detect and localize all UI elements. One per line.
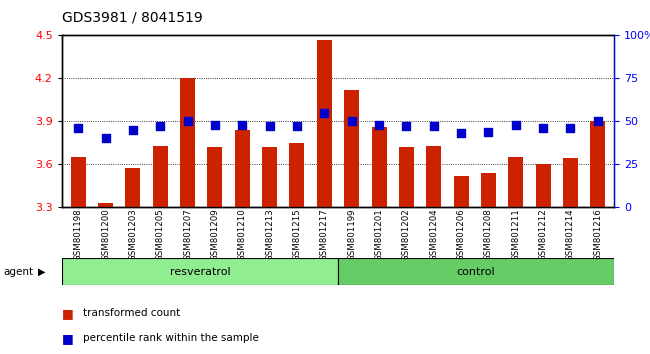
Text: GSM801217: GSM801217	[320, 208, 329, 261]
Bar	[338, 258, 614, 285]
Text: GSM801210: GSM801210	[238, 208, 247, 261]
Bar	[207, 147, 222, 207]
Text: control: control	[457, 267, 495, 277]
Text: GSM801209: GSM801209	[211, 208, 220, 261]
Text: resveratrol: resveratrol	[170, 267, 230, 277]
Text: GSM801198: GSM801198	[73, 208, 83, 261]
Bar	[289, 143, 304, 207]
Bar	[71, 157, 86, 207]
Bar	[590, 121, 605, 207]
Bar	[98, 203, 113, 207]
Text: GSM801214: GSM801214	[566, 208, 575, 261]
Point	[319, 110, 330, 115]
Text: GSM801202: GSM801202	[402, 208, 411, 261]
Point	[483, 129, 493, 135]
Text: GSM801215: GSM801215	[292, 208, 302, 261]
Text: GSM801204: GSM801204	[429, 208, 438, 261]
Point	[183, 118, 193, 124]
Text: GSM801201: GSM801201	[374, 208, 384, 261]
Point	[265, 124, 275, 129]
Text: GSM801212: GSM801212	[539, 208, 548, 261]
Text: GSM801200: GSM801200	[101, 208, 110, 261]
Point	[100, 136, 110, 141]
Bar	[125, 169, 140, 207]
Bar	[426, 145, 441, 207]
Text: percentile rank within the sample: percentile rank within the sample	[83, 333, 259, 343]
Bar	[536, 164, 551, 207]
Bar	[262, 147, 277, 207]
Text: ▶: ▶	[38, 267, 46, 277]
Bar	[153, 145, 168, 207]
Point	[155, 124, 165, 129]
Text: ■: ■	[62, 332, 73, 344]
Text: GDS3981 / 8041519: GDS3981 / 8041519	[62, 11, 203, 25]
Text: GSM801207: GSM801207	[183, 208, 192, 261]
Text: GSM801206: GSM801206	[456, 208, 465, 261]
Point	[428, 124, 439, 129]
Text: GSM801203: GSM801203	[128, 208, 137, 261]
Text: GSM801205: GSM801205	[156, 208, 164, 261]
Bar	[399, 147, 414, 207]
Point	[566, 125, 576, 131]
Bar	[508, 157, 523, 207]
Point	[511, 122, 521, 127]
Text: transformed count: transformed count	[83, 308, 180, 318]
Text: GSM801216: GSM801216	[593, 208, 603, 261]
Text: GSM801211: GSM801211	[512, 208, 520, 261]
Point	[73, 125, 83, 131]
Text: GSM801199: GSM801199	[347, 208, 356, 261]
Bar	[235, 130, 250, 207]
Bar	[563, 159, 578, 207]
Bar	[62, 258, 338, 285]
Point	[374, 122, 384, 127]
Bar	[481, 173, 496, 207]
Point	[210, 122, 220, 127]
Text: ■: ■	[62, 307, 73, 320]
Bar	[180, 78, 195, 207]
Point	[127, 127, 138, 133]
Text: GSM801213: GSM801213	[265, 208, 274, 261]
Bar	[372, 127, 387, 207]
Point	[237, 122, 248, 127]
Text: GSM801208: GSM801208	[484, 208, 493, 261]
Point	[593, 118, 603, 124]
Bar	[344, 90, 359, 207]
Point	[292, 124, 302, 129]
Bar	[317, 40, 332, 207]
Text: agent: agent	[3, 267, 33, 277]
Point	[538, 125, 549, 131]
Point	[401, 124, 411, 129]
Point	[456, 130, 466, 136]
Bar	[454, 176, 469, 207]
Point	[346, 118, 357, 124]
